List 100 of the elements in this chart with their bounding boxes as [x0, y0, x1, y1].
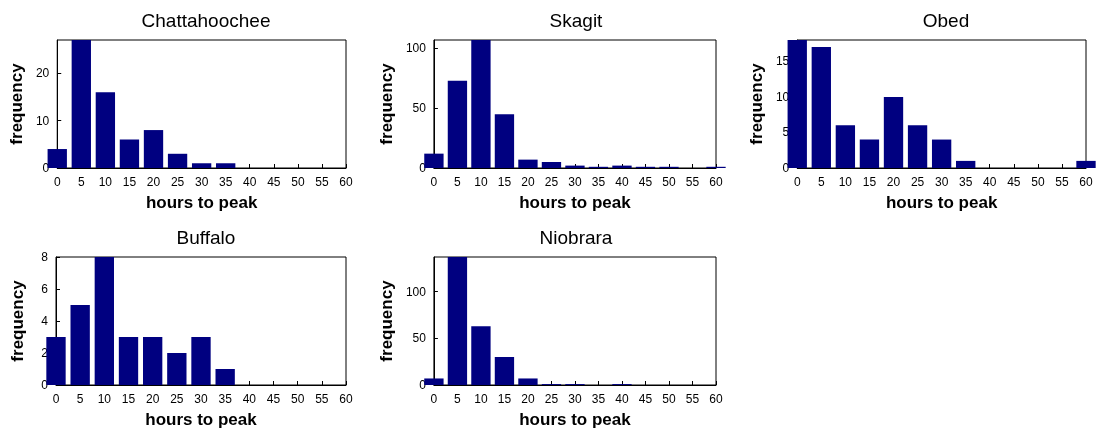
x-tick-label: 35 [959, 175, 973, 189]
y-tick-label: 0 [419, 378, 427, 392]
x-tick-label: 55 [1055, 175, 1069, 189]
x-tick-label: 15 [497, 175, 512, 189]
bar [471, 326, 491, 385]
y-axis-title: frequency [377, 62, 396, 145]
x-tick-label: 0 [430, 392, 438, 406]
x-tick-label: 5 [77, 175, 85, 189]
x-tick-label: 10 [838, 175, 853, 189]
x-tick-label: 40 [242, 392, 257, 406]
x-tick-label: 5 [76, 392, 84, 406]
bar [447, 80, 468, 168]
chart-title: Obed [922, 10, 970, 31]
bar [518, 378, 538, 385]
y-axis-title: frequency [377, 279, 396, 362]
x-tick-label: 30 [568, 175, 582, 189]
x-tick-label: 10 [97, 392, 112, 406]
x-tick-label: 60 [709, 392, 723, 406]
bar [447, 257, 468, 385]
bar [95, 92, 116, 168]
x-tick-label: 10 [98, 175, 113, 189]
bar [143, 130, 164, 168]
bar [71, 40, 91, 168]
x-tick-label: 40 [615, 175, 629, 189]
bar [191, 337, 211, 385]
x-tick-label: 25 [170, 392, 184, 406]
bar [216, 163, 236, 168]
bar [167, 153, 188, 168]
x-tick-label: 20 [886, 175, 901, 189]
bar [70, 305, 90, 385]
y-tick-label: 100 [405, 284, 427, 299]
bar [883, 96, 904, 168]
x-tick-label: 45 [266, 392, 281, 406]
bar [46, 337, 66, 385]
x-tick-label: 25 [910, 175, 925, 189]
x-tick-label: 5 [454, 392, 462, 406]
x-tick-label: 20 [145, 392, 160, 406]
bar [859, 139, 880, 168]
chart-title: Chattahoochee [141, 10, 271, 31]
x-tick-label: 55 [685, 392, 700, 406]
x-tick-label: 0 [430, 175, 438, 189]
x-tick-label: 55 [315, 175, 329, 189]
x-tick-label: 60 [1079, 175, 1093, 189]
y-tick-label: 100 [405, 41, 427, 56]
x-tick-label: 25 [170, 175, 185, 189]
x-tick-label: 25 [544, 392, 559, 406]
y-tick-label: 50 [412, 101, 427, 116]
bar [119, 139, 140, 168]
bar [424, 378, 444, 385]
x-tick-label: 20 [521, 392, 535, 406]
x-tick-label: 50 [662, 392, 676, 406]
x-tick-label: 30 [194, 175, 209, 189]
y-tick-label: 0 [41, 378, 49, 392]
x-tick-label: 30 [568, 392, 582, 406]
bar [907, 125, 928, 168]
bar [835, 125, 856, 168]
x-tick-label: 15 [121, 392, 136, 406]
x-tick-label: 35 [219, 175, 233, 189]
x-tick-label: 60 [339, 175, 353, 189]
x-tick-label: 45 [1007, 175, 1021, 189]
bar [931, 139, 952, 168]
x-tick-label: 30 [934, 175, 949, 189]
bar [143, 337, 163, 385]
x-tick-label: 0 [793, 175, 801, 189]
x-tick-label: 50 [291, 175, 305, 189]
x-tick-label: 0 [52, 392, 60, 406]
bar [215, 369, 235, 385]
x-tick-label: 10 [474, 175, 488, 189]
x-tick-label: 5 [817, 175, 825, 189]
bar [541, 162, 562, 168]
x-tick-label: 45 [267, 175, 281, 189]
chart-title: Niobrara [539, 227, 613, 248]
x-tick-label: 35 [218, 392, 233, 406]
bar [167, 353, 187, 385]
x-tick-label: 5 [454, 175, 462, 189]
x-axis-title: hours to peak [885, 193, 998, 212]
y-axis-title: frequency [8, 279, 27, 362]
y-tick-label: 6 [41, 282, 49, 296]
x-axis-title: hours to peak [145, 410, 258, 429]
x-tick-label: 0 [53, 175, 61, 189]
bar [787, 40, 807, 168]
x-tick-label: 40 [615, 392, 629, 406]
bar [424, 153, 444, 168]
y-tick-label: 2 [41, 346, 49, 360]
x-tick-label: 45 [638, 392, 653, 406]
y-axis-title: frequency [7, 62, 26, 145]
x-tick-label: 60 [709, 175, 723, 189]
bar [811, 47, 831, 168]
x-axis-title: hours to peak [519, 193, 632, 212]
bar [956, 160, 976, 168]
y-axis-title: frequency [747, 62, 766, 145]
x-tick-label: 45 [638, 175, 653, 189]
x-tick-label: 25 [544, 175, 559, 189]
x-tick-label: 60 [339, 392, 353, 406]
y-tick-label: 10 [35, 113, 50, 128]
x-tick-label: 50 [290, 392, 305, 406]
bar [47, 149, 67, 168]
x-tick-label: 15 [122, 175, 137, 189]
x-tick-label: 30 [194, 392, 208, 406]
x-tick-label: 15 [862, 175, 877, 189]
